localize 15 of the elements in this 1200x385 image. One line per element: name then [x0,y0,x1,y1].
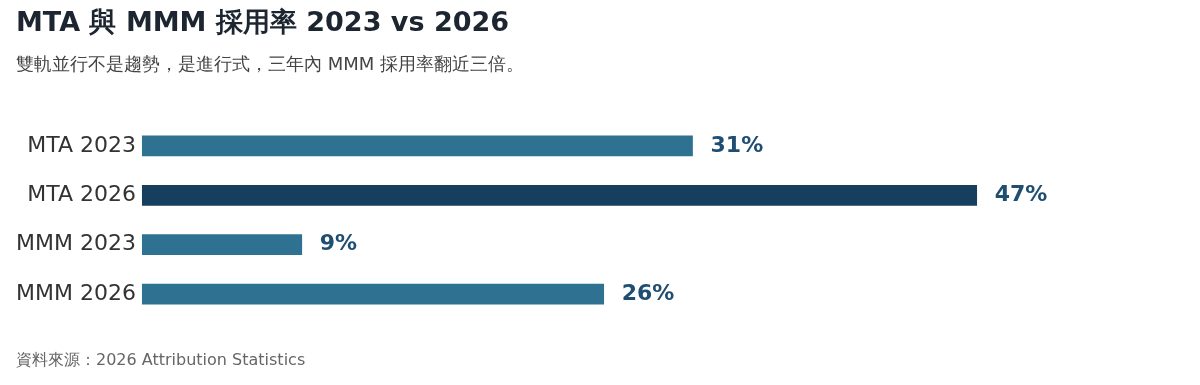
data-label: 9% [319,230,358,256]
chart-subtitle: 雙軌並行不是趨勢，是進行式，三年內 MMM 採用率翻近三倍。 [16,52,525,76]
data-label: 31% [710,131,764,157]
data-label: 26% [621,279,675,305]
bar [141,283,605,305]
data-label: 47% [994,181,1048,207]
source-note: 資料來源：2026 Attribution Statistics [16,350,306,371]
chart-title: MTA 與 MMM 採用率 2023 vs 2026 [16,5,510,39]
y-tick-label: MMM 2023 [15,230,136,256]
y-tick-label: MTA 2023 [27,131,136,157]
y-tick-label: MTA 2026 [27,181,136,207]
bar [141,234,303,256]
bar [141,135,693,157]
bar [141,184,978,206]
y-tick-label: MMM 2026 [15,279,136,305]
